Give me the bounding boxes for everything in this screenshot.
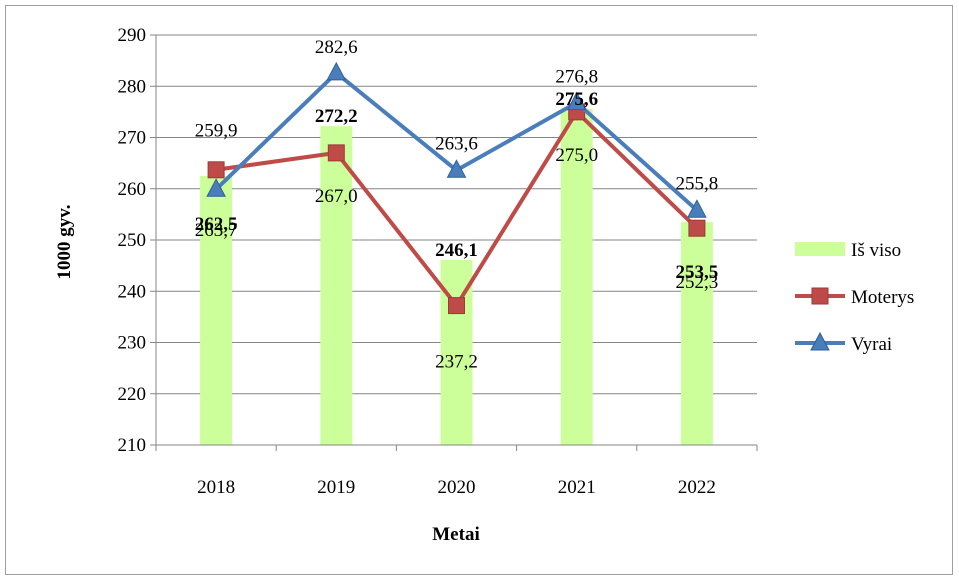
y-tick-label: 270 — [118, 128, 147, 149]
x-tick-label: 2019 — [317, 477, 355, 498]
data-label-vyrai: 259,9 — [195, 120, 238, 141]
legend-label: Vyrai — [851, 334, 892, 355]
marker-vyrai — [446, 159, 467, 178]
marker-vyrai — [566, 91, 587, 111]
data-label-vyrai: 263,6 — [435, 133, 478, 154]
data-label-moterys: 267,0 — [315, 186, 358, 207]
x-tick-label: 2021 — [558, 477, 596, 498]
y-tick-label: 260 — [118, 179, 147, 200]
legend-label: Iš viso — [851, 240, 901, 261]
legend-marker-moterys — [811, 287, 829, 305]
marker-vyrai — [326, 61, 347, 81]
chart-frame — [5, 5, 953, 575]
y-tick-label: 220 — [118, 384, 147, 405]
data-label-moterys: 275,0 — [555, 145, 598, 166]
data-label-total: 253,5 — [676, 262, 719, 283]
data-label-vyrai: 282,6 — [315, 37, 358, 58]
marker-moterys — [448, 297, 465, 315]
bar-total — [200, 175, 233, 445]
data-label-total: 272,2 — [315, 106, 358, 127]
marker-moterys — [207, 161, 225, 179]
x-tick-label: 2018 — [197, 477, 235, 498]
bar-total — [320, 126, 353, 445]
data-label-moterys: 263,7 — [195, 220, 238, 241]
y-tick-label: 210 — [118, 435, 147, 456]
legend: Iš viso Moterys Vyrai — [795, 240, 914, 355]
data-label-total: 262,5 — [195, 214, 238, 235]
axes: 210 220 230 240 250 260 270 280 290 2018 2019 2020 2… — [118, 25, 758, 498]
y-tick-label: 230 — [118, 333, 147, 354]
data-label-total: 246,1 — [435, 240, 478, 261]
marker-vyrai — [206, 178, 226, 197]
lines — [206, 61, 707, 315]
bar-total — [560, 108, 593, 446]
x-axis-title: Metai — [432, 524, 479, 545]
y-tick-label: 290 — [118, 25, 147, 46]
bars-total — [200, 108, 713, 446]
data-label-moterys: 237,2 — [435, 352, 478, 373]
y-axis-title: 1000 gyv. — [54, 205, 75, 280]
data-label-total: 275,6 — [555, 89, 598, 110]
data-label-moterys: 252,3 — [676, 272, 719, 293]
legend-swatch-total — [795, 242, 845, 256]
data-labels: 262,5 272,2 246,1 275,6 253,5 263,7 267,0 237,2… — [195, 37, 719, 373]
x-tick-label: 2022 — [678, 477, 716, 498]
y-tick-label: 250 — [118, 230, 147, 251]
legend-label: Moterys — [851, 287, 914, 308]
legend-marker-vyrai — [810, 331, 830, 351]
y-tick-label: 280 — [118, 76, 147, 97]
marker-moterys — [688, 219, 706, 237]
marker-vyrai — [687, 199, 707, 218]
x-tick-label: 2020 — [438, 477, 476, 498]
data-label-vyrai: 255,8 — [676, 173, 719, 194]
bar-total — [680, 222, 713, 445]
y-tick-label: 240 — [118, 281, 147, 302]
data-label-vyrai: 276,8 — [555, 67, 598, 88]
marker-moterys — [327, 144, 345, 162]
